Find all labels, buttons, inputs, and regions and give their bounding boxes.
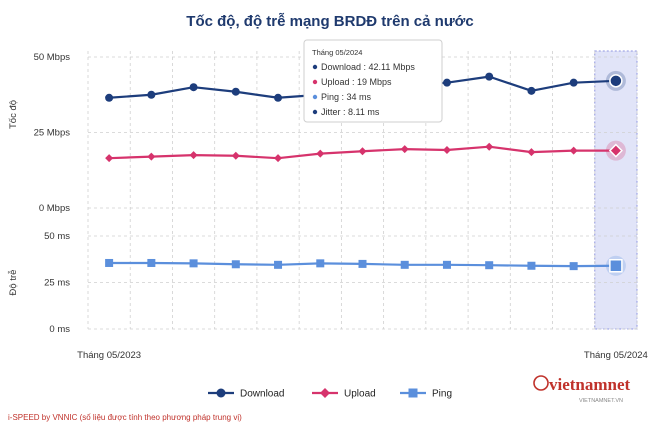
logo-subtext: VIETNAMNET.VN — [579, 398, 623, 404]
upload-point — [485, 142, 494, 151]
tooltip-title: Tháng 05/2024 — [312, 48, 362, 57]
latency-y-tick-label: 0 ms — [49, 324, 70, 335]
upload-point — [231, 151, 240, 160]
x-tick-start: Tháng 05/2023 — [77, 350, 141, 361]
footnote: i-SPEED by VNNIC (số liệu được tính theo… — [8, 413, 242, 422]
tooltip-bullet — [312, 79, 318, 85]
upload-point — [358, 147, 367, 156]
download-point — [609, 74, 623, 88]
ping-point — [569, 262, 578, 271]
download-point — [105, 93, 114, 102]
download-point — [231, 87, 240, 96]
ping-point — [316, 259, 325, 268]
ping-point — [400, 260, 409, 269]
legend-label-download: Download — [240, 389, 284, 400]
upload-point — [608, 143, 623, 158]
upload-point — [442, 146, 451, 155]
upload-point — [189, 151, 198, 160]
latency-y-tick-label: 25 ms — [44, 278, 70, 289]
chart-title: Tốc độ, độ trễ mạng BRDĐ trên cả nước — [186, 13, 473, 30]
axes: 0 Mbps 25 Mbps 50 Mbps 0 ms 25 ms 50 ms — [34, 52, 71, 335]
latency-axis-label: Độ trễ — [8, 270, 19, 296]
upload-point — [147, 152, 156, 161]
legend-marker-ping — [408, 388, 418, 398]
ping-point — [147, 258, 156, 267]
speed-y-tick-label: 25 Mbps — [34, 128, 71, 139]
ping-point — [189, 259, 198, 268]
download-point — [569, 78, 578, 87]
tooltip-lines: Download : 42.11 Mbps Upload : 19 Mbps Pin… — [312, 62, 415, 117]
tooltip-line-upload: Upload : 19 Mbps — [321, 77, 392, 87]
tooltip-bullet — [312, 109, 318, 115]
ping-point — [609, 259, 623, 273]
logo-mark-icon — [533, 375, 549, 391]
ping-point — [274, 260, 283, 269]
ping-point — [527, 261, 536, 270]
tooltip: Tháng 05/2024 Download : 42.11 Mbps Uploa… — [303, 39, 443, 123]
legend-label-ping: Ping — [432, 389, 452, 400]
tooltip-line-jitter: Jitter : 8.11 ms — [321, 107, 380, 117]
ping-point — [442, 260, 451, 269]
download-point — [442, 78, 451, 87]
tooltip-box — [303, 39, 443, 123]
ping-point — [485, 261, 494, 270]
upload-point — [274, 154, 283, 163]
ping-point — [231, 260, 240, 269]
tooltip-line-download: Download : 42.11 Mbps — [321, 62, 415, 72]
ping-point — [105, 258, 114, 267]
x-tick-end: Tháng 05/2024 — [584, 350, 648, 361]
tooltip-line-ping: Ping : 34 ms — [321, 92, 372, 102]
upload-point — [316, 149, 325, 158]
hover-highlight-band — [594, 50, 638, 330]
upload-point — [400, 145, 409, 154]
upload-point — [569, 146, 578, 155]
upload-point — [527, 148, 536, 157]
download-point — [485, 72, 494, 81]
tooltip-bullet — [312, 94, 318, 100]
speed-axis-label: Tốc độ — [8, 100, 19, 129]
ping-point — [358, 259, 367, 268]
speed-y-tick-label: 0 Mbps — [39, 203, 70, 214]
logo-text: vietnamnet — [549, 375, 631, 394]
upload-point — [105, 154, 114, 163]
tooltip-bullet — [312, 64, 318, 70]
download-point — [527, 86, 536, 95]
latency-y-tick-label: 50 ms — [44, 231, 70, 242]
download-point — [274, 93, 283, 102]
grid — [87, 51, 638, 330]
legend-marker-download — [216, 388, 226, 398]
download-point — [147, 90, 156, 99]
legend: Download Upload Ping — [208, 388, 452, 400]
speed-y-tick-label: 50 Mbps — [34, 52, 71, 63]
legend-marker-upload — [320, 388, 330, 398]
vietnamnet-logo: vietnamnet VIETNAMNET.VN — [533, 375, 631, 404]
download-point — [189, 83, 198, 92]
legend-label-upload: Upload — [344, 389, 376, 400]
